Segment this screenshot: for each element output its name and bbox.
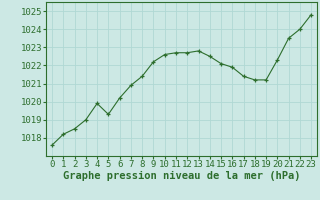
X-axis label: Graphe pression niveau de la mer (hPa): Graphe pression niveau de la mer (hPa) <box>63 171 300 181</box>
